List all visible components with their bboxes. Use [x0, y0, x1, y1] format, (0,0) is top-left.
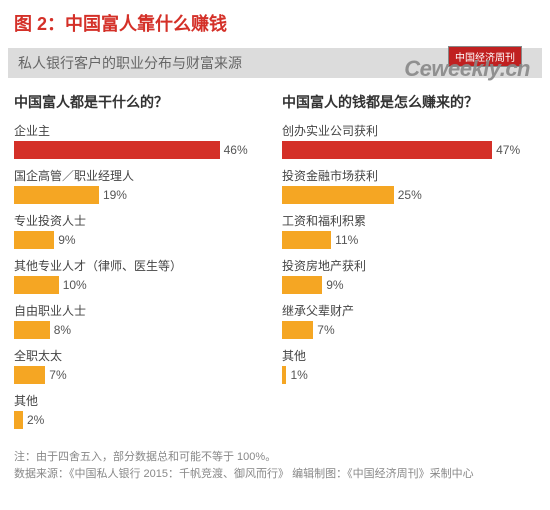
bar-label: 投资房地产获利 — [282, 257, 536, 274]
bar-value: 1% — [290, 368, 307, 382]
bar-label: 继承父辈财产 — [282, 302, 536, 319]
bar-fill — [14, 321, 50, 339]
bar-track: 7% — [14, 366, 268, 384]
bar-label: 专业投资人士 — [14, 212, 268, 229]
bar-track: 11% — [282, 231, 536, 249]
bar-fill — [14, 411, 23, 429]
bar-value: 7% — [317, 323, 334, 337]
bar-value: 9% — [326, 278, 343, 292]
bar-value: 7% — [49, 368, 66, 382]
bar-track: 7% — [282, 321, 536, 339]
bar-row: 自由职业人士 8% — [14, 302, 268, 339]
bar-track: 1% — [282, 366, 536, 384]
bar-fill — [282, 321, 313, 339]
bar-fill — [282, 231, 331, 249]
charts-container: 中国富人都是干什么的？ 企业主 46% 国企高管／职业经理人 19% 专业投资人士 9% 其… — [0, 78, 550, 443]
bar-row: 投资金融市场获利 25% — [282, 167, 536, 204]
bar-label: 创办实业公司获利 — [282, 122, 536, 139]
figure-title: 图 2：中国富人靠什么赚钱 — [14, 10, 536, 36]
bar-fill — [14, 366, 45, 384]
bar-value: 10% — [63, 278, 87, 292]
bar-label: 企业主 — [14, 122, 268, 139]
bar-value: 9% — [58, 233, 75, 247]
bar-fill — [14, 231, 54, 249]
bar-label: 自由职业人士 — [14, 302, 268, 319]
bar-value: 19% — [103, 188, 127, 202]
bar-label: 国企高管／职业经理人 — [14, 167, 268, 184]
bar-value: 8% — [54, 323, 71, 337]
bar-track: 25% — [282, 186, 536, 204]
bar-row: 创办实业公司获利 47% — [282, 122, 536, 159]
bar-value: 46% — [224, 143, 248, 157]
bar-fill — [282, 366, 286, 384]
bar-row: 企业主 46% — [14, 122, 268, 159]
bar-track: 10% — [14, 276, 268, 294]
bar-fill — [282, 276, 322, 294]
bar-row: 专业投资人士 9% — [14, 212, 268, 249]
bar-track: 47% — [282, 141, 536, 159]
bar-track: 46% — [14, 141, 268, 159]
bar-value: 47% — [496, 143, 520, 157]
chart-left-title: 中国富人都是干什么的？ — [14, 92, 268, 112]
bar-row: 其他专业人才（律师、医生等） 10% — [14, 257, 268, 294]
bar-label: 其他专业人才（律师、医生等） — [14, 257, 268, 274]
bar-value: 25% — [398, 188, 422, 202]
bar-row: 国企高管／职业经理人 19% — [14, 167, 268, 204]
bar-value: 11% — [335, 233, 358, 247]
bar-track: 2% — [14, 411, 268, 429]
bar-fill — [282, 186, 394, 204]
bar-track: 9% — [14, 231, 268, 249]
bar-track: 8% — [14, 321, 268, 339]
bar-track: 19% — [14, 186, 268, 204]
chart-left: 中国富人都是干什么的？ 企业主 46% 国企高管／职业经理人 19% 专业投资人士 9% 其… — [14, 92, 268, 437]
bar-label: 全职太太 — [14, 347, 268, 364]
footer: 注：由于四舍五入，部分数据总和可能不等于 100%。 数据来源：《中国私人银行 … — [0, 443, 550, 488]
bar-value: 2% — [27, 413, 44, 427]
bar-row: 其他 1% — [282, 347, 536, 384]
figure-subtitle: 私人银行客户的职业分布与财富来源 — [18, 55, 242, 71]
bar-fill — [282, 141, 492, 159]
bar-row: 投资房地产获利 9% — [282, 257, 536, 294]
footer-source: 数据来源：《中国私人银行 2015：千帆竞渡、御风而行》 编辑制图：《中国经济周… — [14, 466, 536, 483]
bar-track: 9% — [282, 276, 536, 294]
bar-fill — [14, 276, 59, 294]
bar-fill — [14, 186, 99, 204]
bar-fill — [14, 141, 220, 159]
bar-label: 其他 — [14, 392, 268, 409]
bar-row: 继承父辈财产 7% — [282, 302, 536, 339]
bar-label: 其他 — [282, 347, 536, 364]
bar-row: 其他 2% — [14, 392, 268, 429]
chart-right-title: 中国富人的钱都是怎么赚来的？ — [282, 92, 536, 112]
watermark-text: Ceweekly.cn — [404, 56, 530, 82]
bar-label: 工资和福利积累 — [282, 212, 536, 229]
bar-row: 工资和福利积累 11% — [282, 212, 536, 249]
footer-note: 注：由于四舍五入，部分数据总和可能不等于 100%。 — [14, 449, 536, 466]
bar-label: 投资金融市场获利 — [282, 167, 536, 184]
chart-right: 中国富人的钱都是怎么赚来的？ 创办实业公司获利 47% 投资金融市场获利 25% 工资和… — [282, 92, 536, 437]
bar-row: 全职太太 7% — [14, 347, 268, 384]
